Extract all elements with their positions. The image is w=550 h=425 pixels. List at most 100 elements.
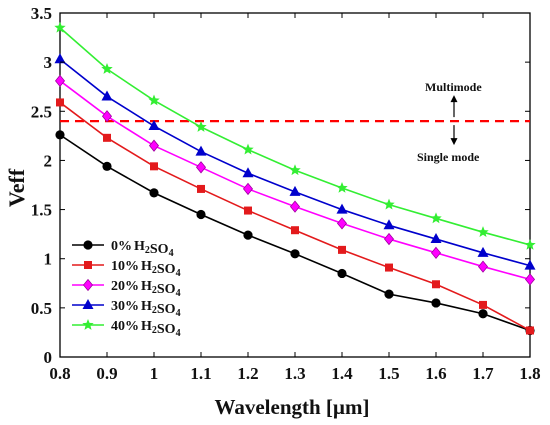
y-tick-label: 1: [44, 250, 53, 269]
formula-part: SO: [157, 322, 176, 337]
subscript: 2: [152, 285, 157, 296]
y-tick-label: 1.5: [31, 201, 52, 220]
series-0: [55, 130, 535, 336]
data-point: [479, 300, 487, 309]
data-point: [385, 263, 393, 272]
subscript: 4: [176, 288, 181, 299]
x-tick-label: 1.7: [472, 364, 494, 383]
legend-label: 10% H2SO4: [111, 259, 181, 279]
data-point: [195, 121, 207, 132]
subscript: 4: [169, 248, 174, 259]
data-point: [244, 206, 252, 215]
data-point: [336, 203, 348, 214]
data-point: [524, 238, 536, 250]
data-point: [149, 188, 159, 198]
legend-label: 30% H2SO4: [111, 299, 181, 319]
y-axis-title: Veff: [4, 168, 29, 207]
legend-formula: H2SO4: [141, 319, 181, 339]
legend-marker: [83, 240, 93, 250]
plot-area: [59, 12, 531, 358]
plot-frame: [59, 12, 531, 358]
formula-part: SO: [150, 242, 169, 257]
series-1: [56, 98, 534, 335]
data-point: [54, 21, 66, 33]
subscript: 2: [145, 245, 150, 256]
subscript: 4: [176, 308, 181, 319]
formula-part: SO: [157, 302, 176, 317]
data-point: [336, 217, 348, 230]
data-point: [430, 212, 442, 224]
data-point: [195, 161, 207, 174]
data-point: [430, 233, 442, 244]
single-mode-label: Single mode: [417, 150, 480, 164]
x-tick-label: 1.5: [378, 364, 399, 383]
legend-item-4: 40% H2SO4: [72, 319, 181, 339]
x-tick-label: 1.1: [190, 364, 211, 383]
x-tick-label: 1: [150, 364, 159, 383]
formula-part: H: [141, 319, 152, 334]
y-tick-label: 3.5: [31, 4, 52, 23]
subscript: 2: [152, 265, 157, 276]
data-point: [148, 120, 160, 131]
data-point: [54, 53, 66, 64]
data-point: [477, 246, 489, 257]
legend-label: 20% H2SO4: [111, 279, 181, 299]
legend-item-3: 30% H2SO4: [72, 299, 181, 319]
data-point: [101, 110, 113, 123]
y-tick-label: 0: [44, 348, 53, 367]
data-point: [524, 273, 536, 286]
data-point: [289, 185, 301, 196]
data-point: [338, 245, 346, 254]
data-point: [242, 182, 254, 196]
axes-group: 0.8 0.9 1 1.1 1.2 1.3 1.4 1.5 1.6 1.7 1.8 0 0.5 1 1.5 2…: [31, 4, 541, 383]
data-point: [477, 260, 489, 273]
data-point: [383, 198, 395, 210]
multimode-arrowhead: [450, 95, 458, 103]
data-point: [55, 130, 65, 140]
data-point: [524, 259, 536, 270]
data-point: [197, 184, 205, 193]
legend-formula: H2SO4: [134, 239, 174, 259]
x-tick-label: 1.4: [331, 364, 353, 383]
data-point: [101, 90, 113, 101]
y-tick-label: 2.5: [31, 102, 52, 121]
data-point: [103, 133, 111, 142]
data-point: [102, 161, 112, 171]
series-3: [54, 53, 536, 270]
legend-percent: 10%: [111, 259, 139, 274]
mode-threshold-group: [60, 95, 530, 146]
subscript: 2: [152, 325, 157, 336]
data-point: [196, 209, 206, 220]
series-2: [54, 74, 536, 286]
x-axis-title: Wavelength [µm]: [215, 395, 370, 419]
y-tick-label: 3: [44, 53, 53, 72]
formula-part: H: [134, 239, 145, 254]
x-tick-label: 1.8: [519, 364, 540, 383]
y-tick-label: 0.5: [31, 299, 52, 318]
data-point: [148, 139, 160, 152]
legend-formula: H2SO4: [141, 279, 181, 299]
data-point: [101, 63, 113, 74]
data-point: [289, 200, 301, 213]
data-point: [54, 74, 66, 87]
legend-label: 40% H2SO4: [111, 319, 181, 339]
data-point: [526, 326, 534, 335]
formula-part: SO: [157, 282, 176, 297]
subscript: 2: [152, 305, 157, 316]
single-mode-arrowhead: [450, 138, 458, 146]
data-point: [478, 309, 488, 319]
data-point: [477, 226, 489, 238]
data-point: [384, 289, 394, 299]
data-point: [56, 98, 64, 107]
data-point: [195, 145, 207, 156]
legend-percent: 20%: [111, 279, 139, 294]
data-point: [242, 167, 254, 178]
legend-item-1: 10% H2SO4: [72, 259, 181, 279]
data-point: [336, 181, 348, 193]
data-point: [432, 280, 440, 289]
multimode-label: Multimode: [425, 80, 482, 94]
subscript: 4: [176, 328, 181, 339]
legend-marker: [82, 278, 94, 292]
data-point: [242, 143, 254, 155]
